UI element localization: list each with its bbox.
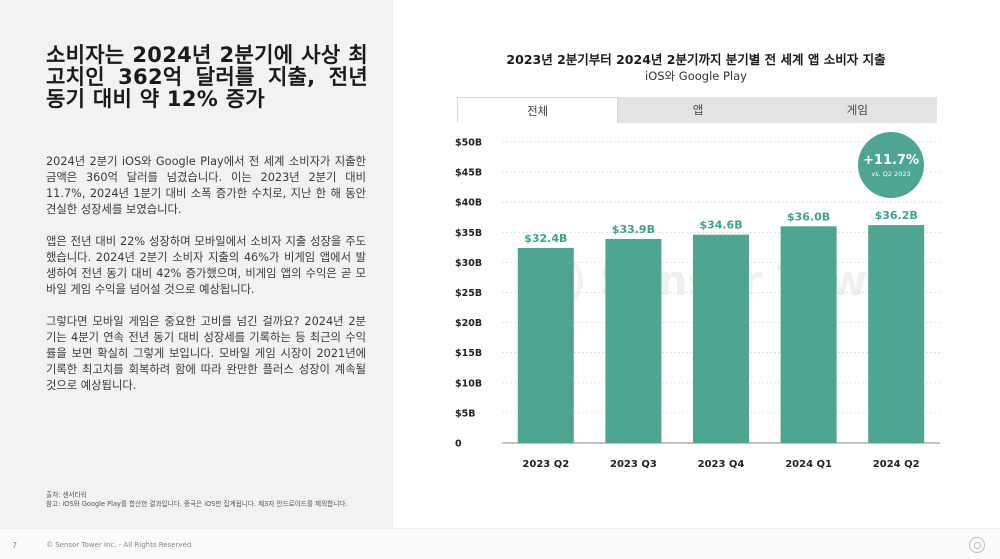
tab-apps[interactable]: 앱	[692, 103, 704, 117]
y-tick-label: $45B	[455, 168, 482, 179]
bar-value-label: $34.6B	[699, 219, 742, 232]
bar-value-label: $36.2B	[875, 209, 918, 222]
bar-value-label: $32.4B	[524, 232, 567, 245]
x-category-label: 2023 Q3	[610, 459, 657, 470]
source-line: 출처: 센서타워	[46, 491, 87, 499]
headline: 소비자는 2024년 2분기에 사상 최고치인 362억 달러를 지출, 전년 …	[46, 43, 368, 111]
y-tick-label: $15B	[455, 348, 482, 359]
left-panel: 소비자는 2024년 2분기에 사상 최고치인 362억 달러를 지출, 전년 …	[0, 0, 393, 528]
x-category-label: 2024 Q1	[785, 459, 832, 470]
bar	[780, 226, 837, 443]
chart-subtitle: iOS와 Google Play	[645, 69, 747, 83]
bar	[868, 225, 925, 443]
growth-badge-value: +11.7%	[863, 153, 919, 168]
bar	[517, 247, 574, 443]
tab-all[interactable]: 전체	[457, 97, 619, 123]
growth-badge-caption: vs. Q2 2023	[871, 170, 911, 178]
x-category-label: 2023 Q2	[522, 459, 569, 470]
y-tick-label: $25B	[455, 288, 482, 299]
page-number: 7	[12, 541, 18, 550]
note-line: 참고: iOS와 Google Play를 합산한 결과입니다. 중국은 iOS…	[46, 499, 348, 508]
segment-tabs: 전체 앱 게임	[457, 97, 937, 123]
body-text: 2024년 2분기 iOS와 Google Play에서 전 세계 소비자가 지…	[46, 154, 366, 410]
sensor-tower-logo-icon	[969, 537, 985, 553]
y-tick-label: $20B	[455, 318, 482, 329]
chart-title: 2023년 2분기부터 2024년 2분기까지 분기별 전 세계 앱 소비자 지…	[506, 52, 886, 67]
y-tick-label: $10B	[455, 378, 482, 389]
footer: 7 © Sensor Tower Inc. - All Rights Reser…	[0, 528, 1000, 559]
bar-value-label: $33.9B	[612, 223, 655, 236]
bar	[693, 234, 749, 443]
bar	[605, 238, 662, 443]
copyright: © Sensor Tower Inc. - All Rights Reserve…	[46, 541, 192, 549]
paragraph-1: 2024년 2분기 iOS와 Google Play에서 전 세계 소비자가 지…	[46, 155, 366, 216]
y-tick-label: $50B	[455, 138, 482, 149]
y-tick-label: 0	[455, 439, 462, 450]
x-category-label: 2024 Q2	[873, 459, 920, 470]
y-tick-label: $40B	[455, 198, 482, 209]
bar-value-label: $36.0B	[787, 210, 830, 223]
growth-badge: +11.7% vs. Q2 2023	[858, 132, 924, 198]
y-tick-label: $30B	[455, 258, 482, 269]
tab-games[interactable]: 게임	[846, 103, 868, 117]
paragraph-2: 앱은 전년 대비 22% 성장하며 모바일에서 소비자 지출 성장을 주도했습니…	[46, 235, 366, 296]
y-tick-label: $35B	[455, 228, 482, 239]
source-note: 출처: 센서타워 참고: iOS와 Google Play를 합산한 결과입니다…	[46, 491, 366, 508]
y-tick-label: $5B	[455, 408, 475, 419]
paragraph-3: 그렇다면 모바일 게임은 중요한 고비를 넘긴 걸까요? 2024년 2분기는 …	[46, 315, 366, 392]
bar-chart: 0 $5B $10B $15B $20B $25B $30B $35B $40B $45B $50B…	[455, 138, 940, 470]
x-category-label: 2023 Q4	[698, 459, 745, 470]
